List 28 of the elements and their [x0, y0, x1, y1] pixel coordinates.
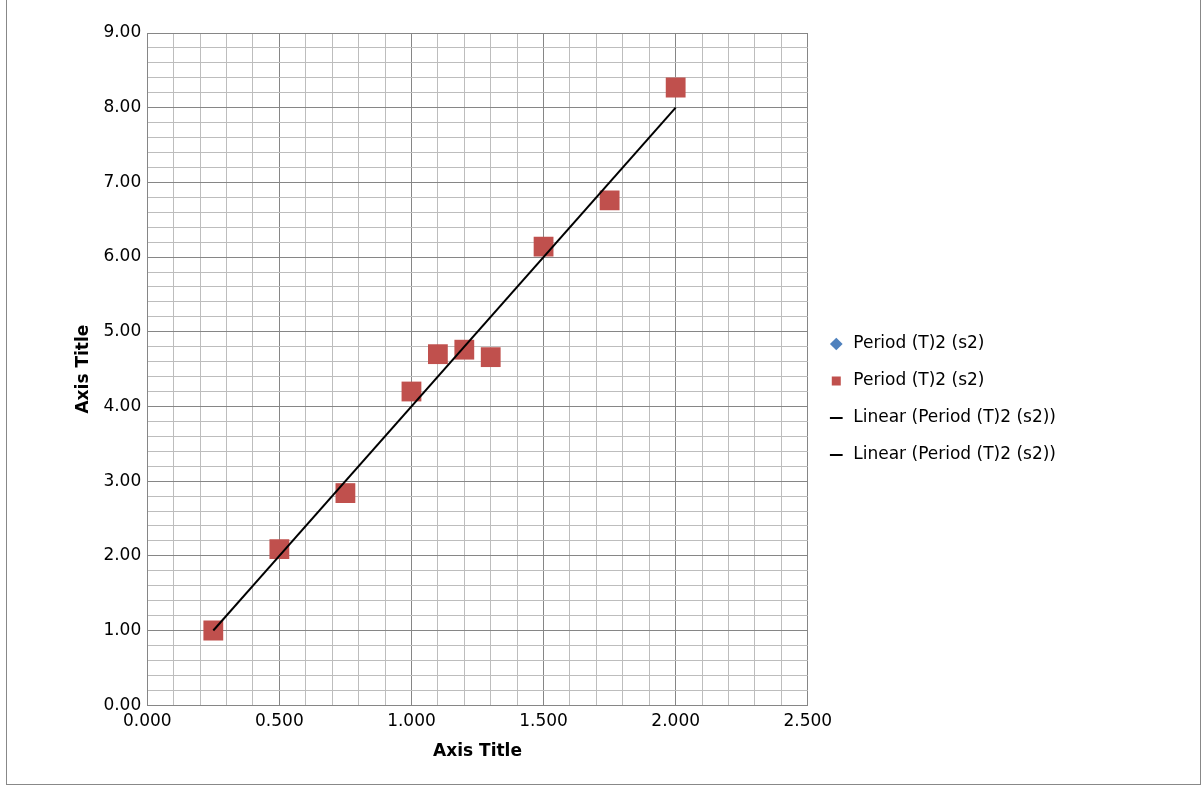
y-tick-label: 6.00 [103, 245, 142, 266]
y-tick-label: 4.00 [103, 394, 142, 415]
y-tick-label: 2.00 [103, 544, 142, 565]
point [269, 539, 290, 559]
x-tick-label: 2.500 [783, 709, 833, 730]
x-tick-label: 1.500 [519, 709, 568, 730]
legend-label: Period (T)2 (s2) [853, 332, 985, 353]
y-tick-label: 8.00 [103, 96, 142, 117]
point [533, 236, 554, 257]
y-tick-label: 9.00 [103, 21, 142, 42]
x-axis-title: Axis Title [433, 740, 522, 761]
point [335, 483, 356, 503]
point [203, 620, 224, 641]
y-tick-label: 5.00 [103, 320, 142, 341]
legend-label: Period (T)2 (s2) [853, 369, 985, 390]
y-axis-title: Axis Title [71, 324, 92, 414]
point [480, 347, 501, 368]
point [599, 190, 620, 211]
legend-label: Linear (Period (T)2 (s2)) [853, 443, 1057, 464]
legend-label: Linear (Period (T)2 (s2)) [853, 406, 1057, 427]
y-tick-label: 1.00 [103, 618, 142, 639]
x-tick-label: 1.000 [387, 709, 436, 730]
x-tick-label: 2.000 [651, 709, 701, 730]
y-tick-label: 7.00 [103, 170, 142, 191]
point [427, 344, 448, 365]
x-tick-label: 0.500 [255, 709, 304, 730]
y-tick-label: 3.00 [103, 469, 142, 490]
point [665, 77, 686, 98]
